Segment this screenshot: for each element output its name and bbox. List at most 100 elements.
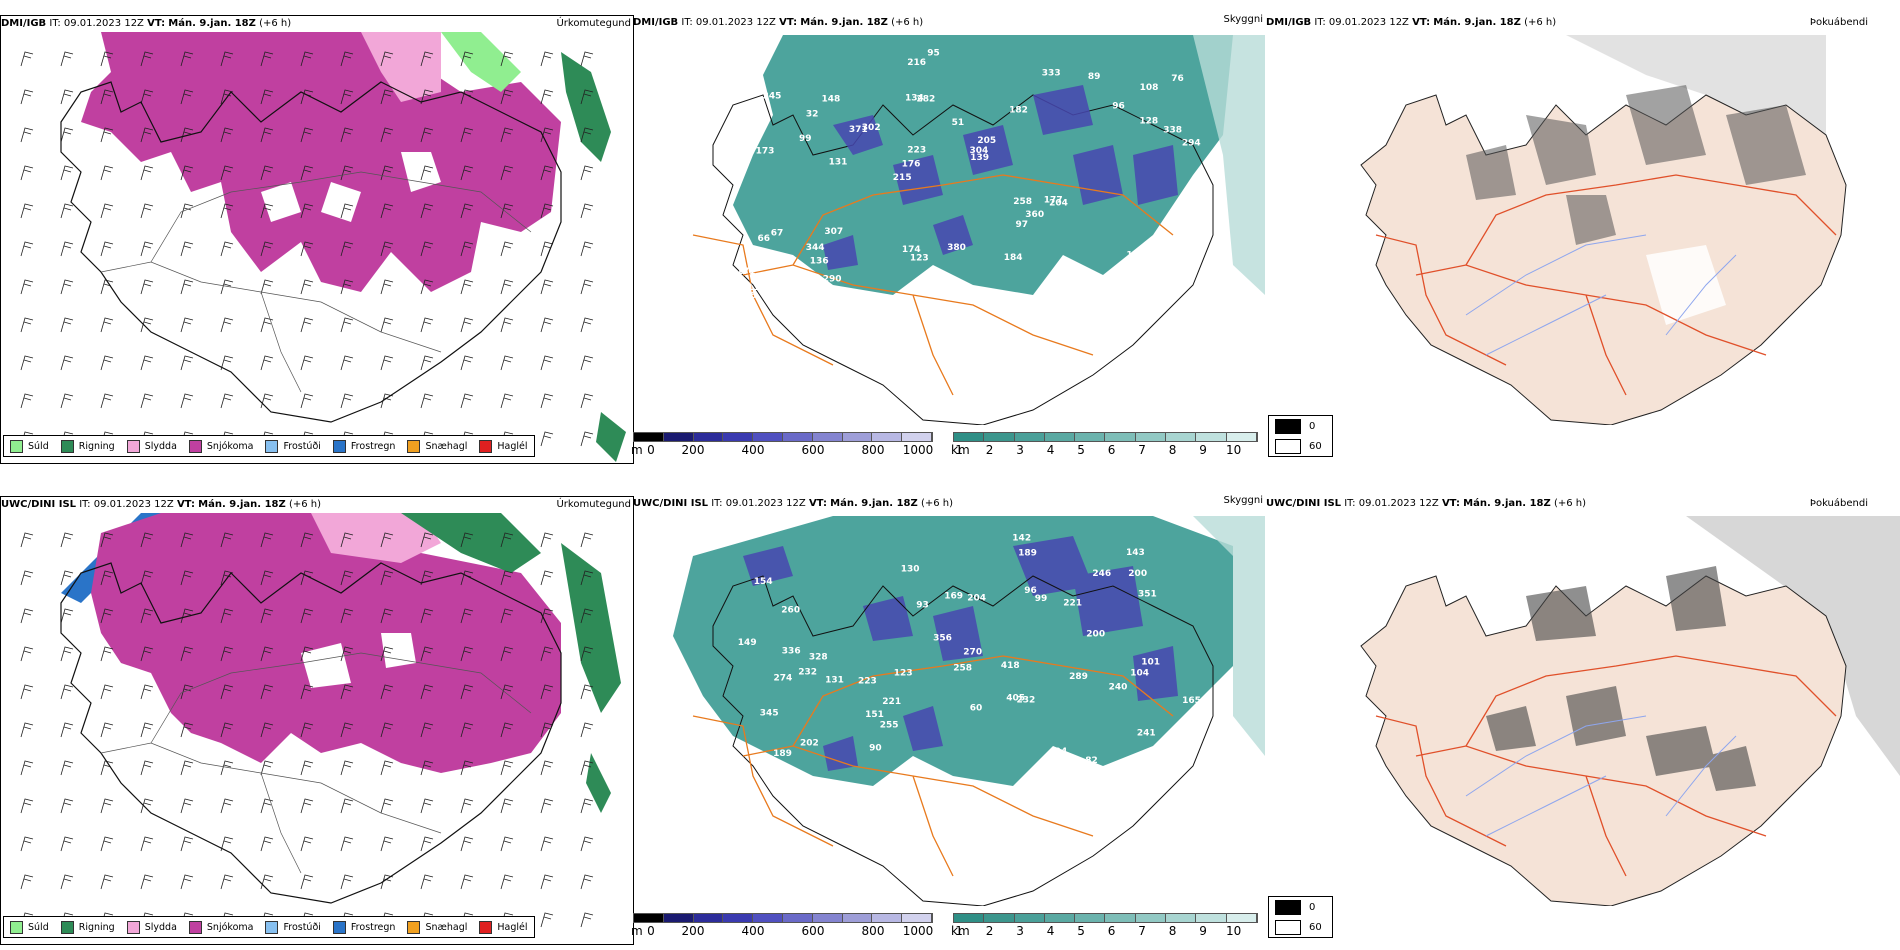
roads	[1375, 174, 1837, 396]
wind-barb	[500, 241, 514, 257]
scale-step	[753, 433, 783, 441]
wind-barb	[340, 874, 354, 890]
wind-barb	[540, 760, 554, 776]
cloud-number: 76	[1171, 74, 1184, 84]
wind-barb	[300, 127, 314, 143]
wind-barb	[420, 89, 434, 105]
scale-step	[1075, 914, 1106, 922]
cloud-number: 274	[774, 674, 793, 684]
row1-precip-header: DMI/IGB IT: 09.01.2023 12Z VT: Mán. 9.ja…	[1, 16, 633, 32]
wind-barb	[500, 722, 514, 738]
scale-label: 200	[681, 924, 705, 938]
wind-barb	[100, 570, 114, 586]
row2-fog-header: UWC/DINI ISL IT: 09.01.2023 12Z VT: Mán.…	[1266, 496, 1900, 512]
wind-barb	[20, 393, 34, 409]
wind-barb	[260, 203, 274, 219]
vt-label: VT:	[779, 17, 798, 28]
wind-barb	[60, 646, 74, 662]
panel-title: Þokuábendi	[1809, 17, 1868, 28]
wind-barb	[220, 570, 234, 586]
wind-barb	[460, 874, 474, 890]
rain-east	[561, 543, 621, 813]
fog-legend-swatch	[1275, 438, 1301, 454]
cloud-number: 360	[1025, 210, 1044, 220]
wind-barb	[420, 355, 434, 371]
height-blobs	[823, 85, 1178, 270]
wind-barb	[300, 760, 314, 776]
wind-barb	[420, 165, 434, 181]
scale-step	[634, 433, 664, 441]
wind-barb	[260, 89, 274, 105]
scale-label: 6	[1107, 924, 1116, 938]
wind-barb	[420, 798, 434, 814]
precip-map	[20, 513, 621, 928]
scale-step	[984, 433, 1015, 441]
wind-barb	[420, 646, 434, 662]
cloud-number: 182	[1009, 106, 1028, 116]
cloud-number: 201	[1027, 777, 1046, 787]
cloud-number: 51	[952, 118, 965, 128]
legend-label: Haglél	[497, 440, 528, 452]
wind-barb	[60, 874, 74, 890]
wind-barb	[20, 874, 34, 890]
model-name: UWC/DINI ISL	[1266, 498, 1342, 509]
vt-value: Mán. 9.jan. 18Z	[168, 18, 256, 29]
cloud-number: 111	[741, 283, 760, 293]
cloud-number: 213	[1095, 278, 1114, 288]
fog-legend-swatch	[1275, 418, 1301, 434]
wind-barb	[180, 532, 194, 548]
scale-label: 3	[1016, 924, 1024, 938]
cloud-number: 131	[825, 675, 844, 685]
wind-barb	[340, 608, 354, 624]
scale-label: 4	[1046, 924, 1055, 938]
wind-barb	[20, 203, 34, 219]
wind-barbs	[20, 51, 594, 447]
scale-step	[753, 914, 783, 922]
legend-swatch	[126, 439, 140, 453]
cloud-number: 149	[738, 638, 757, 648]
scale-step	[1105, 433, 1136, 441]
offset: (+6 h)	[1524, 17, 1557, 28]
rivers	[1465, 715, 1737, 837]
wind-barb	[380, 279, 394, 295]
model-name: DMI/IGB	[1, 18, 47, 29]
wind-barb	[60, 279, 74, 295]
panel-title: Skyggni	[1223, 495, 1263, 506]
iceland-outline	[60, 562, 562, 904]
wind-barb	[140, 874, 154, 890]
legend-label: Rigning	[78, 440, 115, 452]
wind-barb	[500, 570, 514, 586]
scale-step	[812, 433, 843, 441]
wind-barb	[180, 608, 194, 624]
scale-step	[954, 433, 985, 441]
wind-barb	[260, 760, 274, 776]
wind-barb	[260, 646, 274, 662]
cloud-number: 101	[1141, 658, 1160, 668]
wind-barb	[420, 203, 434, 219]
wind-barb	[500, 279, 514, 295]
wind-barb	[580, 203, 594, 219]
wind-barb	[20, 532, 34, 548]
snow-field	[91, 513, 561, 773]
scale-step	[663, 914, 694, 922]
legend-swatch	[10, 920, 23, 934]
it-value: 09.01.2023 12Z	[93, 499, 174, 510]
scale-unit: km	[951, 924, 970, 938]
scale-label: 600	[801, 924, 825, 938]
cloud-number: 356	[933, 633, 952, 643]
height-blobs	[743, 536, 1178, 771]
wind-barb	[340, 89, 354, 105]
cloud-number: 371	[849, 125, 868, 135]
scale-step	[1105, 914, 1136, 922]
cloud-number: 223	[907, 145, 926, 155]
cloud-number: 204	[1049, 199, 1068, 209]
row2-precip-panel: UWC/DINI ISL IT: 09.01.2023 12Z VT: Mán.…	[0, 496, 634, 945]
legend-item: Snæhagl	[407, 920, 467, 934]
wind-barb	[580, 874, 594, 890]
fog-sea-gray	[1686, 516, 1900, 776]
wind-barb	[20, 684, 34, 700]
visibility-scale-labels: km 1 2 3 4 5 6 7 8 9 10	[951, 442, 1258, 458]
visibility-scale-bar	[953, 913, 1258, 923]
wind-barb	[380, 203, 394, 219]
